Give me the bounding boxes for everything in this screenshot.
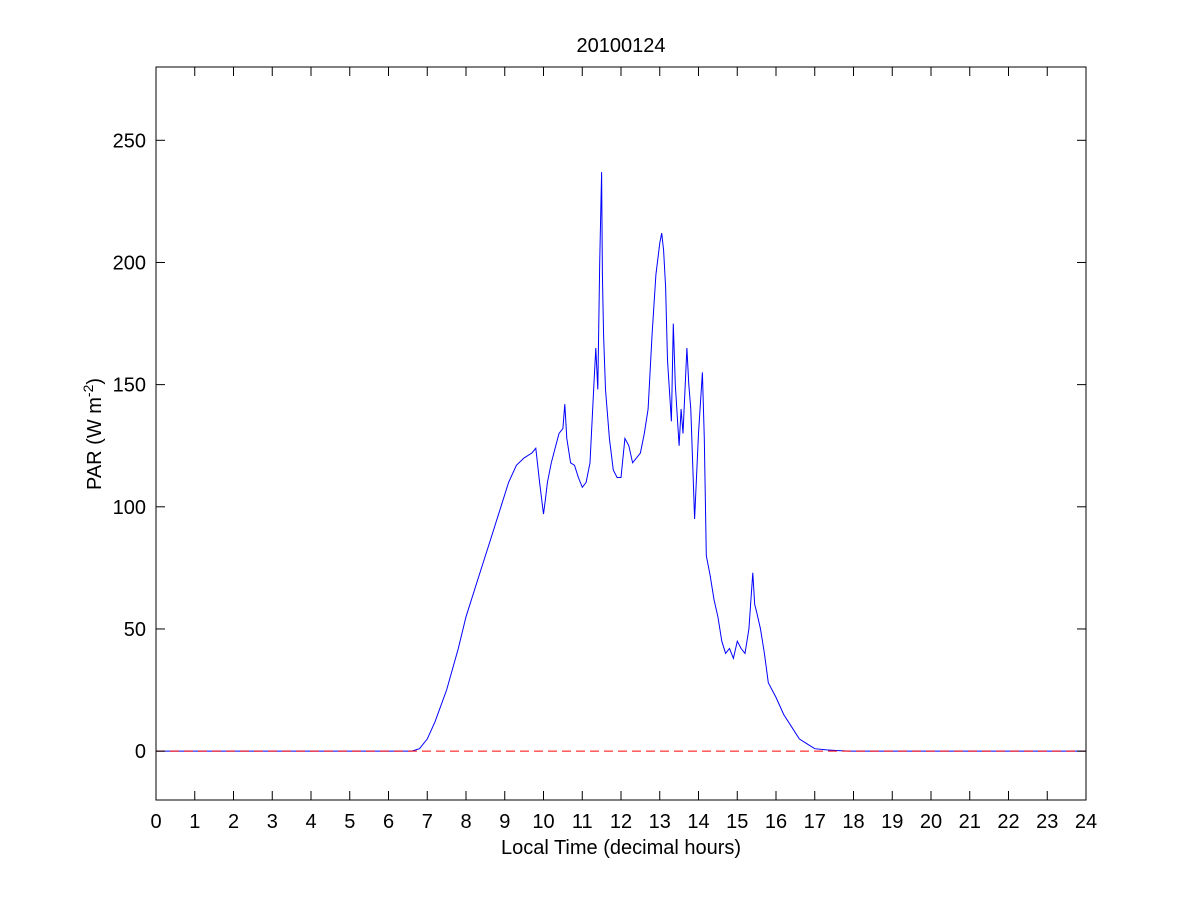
plot-area xyxy=(156,67,1086,800)
x-tick-label: 9 xyxy=(499,811,510,833)
x-tick-label: 1 xyxy=(189,811,200,833)
x-tick-label: 7 xyxy=(422,811,433,833)
x-tick-label: 22 xyxy=(997,811,1019,833)
x-tick-label: 13 xyxy=(649,811,671,833)
x-tick-label: 10 xyxy=(532,811,554,833)
x-axis-label: Local Time (decimal hours) xyxy=(501,837,741,859)
x-tick-label: 12 xyxy=(610,811,632,833)
y-axis-label-superscript: -2 xyxy=(80,384,96,397)
y-axis-label: PAR (W m-2) xyxy=(80,378,106,490)
tick-layer: 0 1 2 3 4 5 6 7 8 9 10 11 12 13 14 15 16 17 18 19 20 21 22 23 24… xyxy=(113,67,1097,833)
x-tick-label: 11 xyxy=(572,811,593,833)
x-tick-label: 8 xyxy=(460,811,471,833)
y-tick-label: 100 xyxy=(113,497,146,519)
x-tick-label: 14 xyxy=(687,811,709,833)
x-tick-label: 16 xyxy=(765,811,787,833)
x-tick-label: 3 xyxy=(267,811,278,833)
x-tick-label: 6 xyxy=(383,811,394,833)
y-axis-label-suffix: ) xyxy=(84,378,106,385)
x-tick-label: 20 xyxy=(920,811,942,833)
x-tick-label: 21 xyxy=(959,811,981,833)
y-tick-label: 150 xyxy=(113,375,146,397)
x-tick-label: 4 xyxy=(305,811,316,833)
y-tick-label: 200 xyxy=(113,252,146,274)
par-series-line xyxy=(156,172,1086,752)
x-tick-label: 15 xyxy=(726,811,748,833)
x-tick-label: 0 xyxy=(150,811,161,833)
chart-title: 20100124 xyxy=(577,35,666,57)
y-tick-label: 50 xyxy=(124,619,146,641)
x-tick-label: 17 xyxy=(804,811,826,833)
x-tick-label: 2 xyxy=(228,811,239,833)
y-tick-label: 0 xyxy=(135,741,146,763)
x-tick-label: 5 xyxy=(344,811,355,833)
y-axis-label-main: PAR (W m xyxy=(84,397,106,490)
y-tick-label: 250 xyxy=(113,130,146,152)
x-tick-label: 23 xyxy=(1036,811,1058,833)
x-tick-label: 24 xyxy=(1075,811,1097,833)
series-layer xyxy=(156,172,1086,752)
x-tick-label: 19 xyxy=(881,811,903,833)
x-tick-label: 18 xyxy=(842,811,864,833)
